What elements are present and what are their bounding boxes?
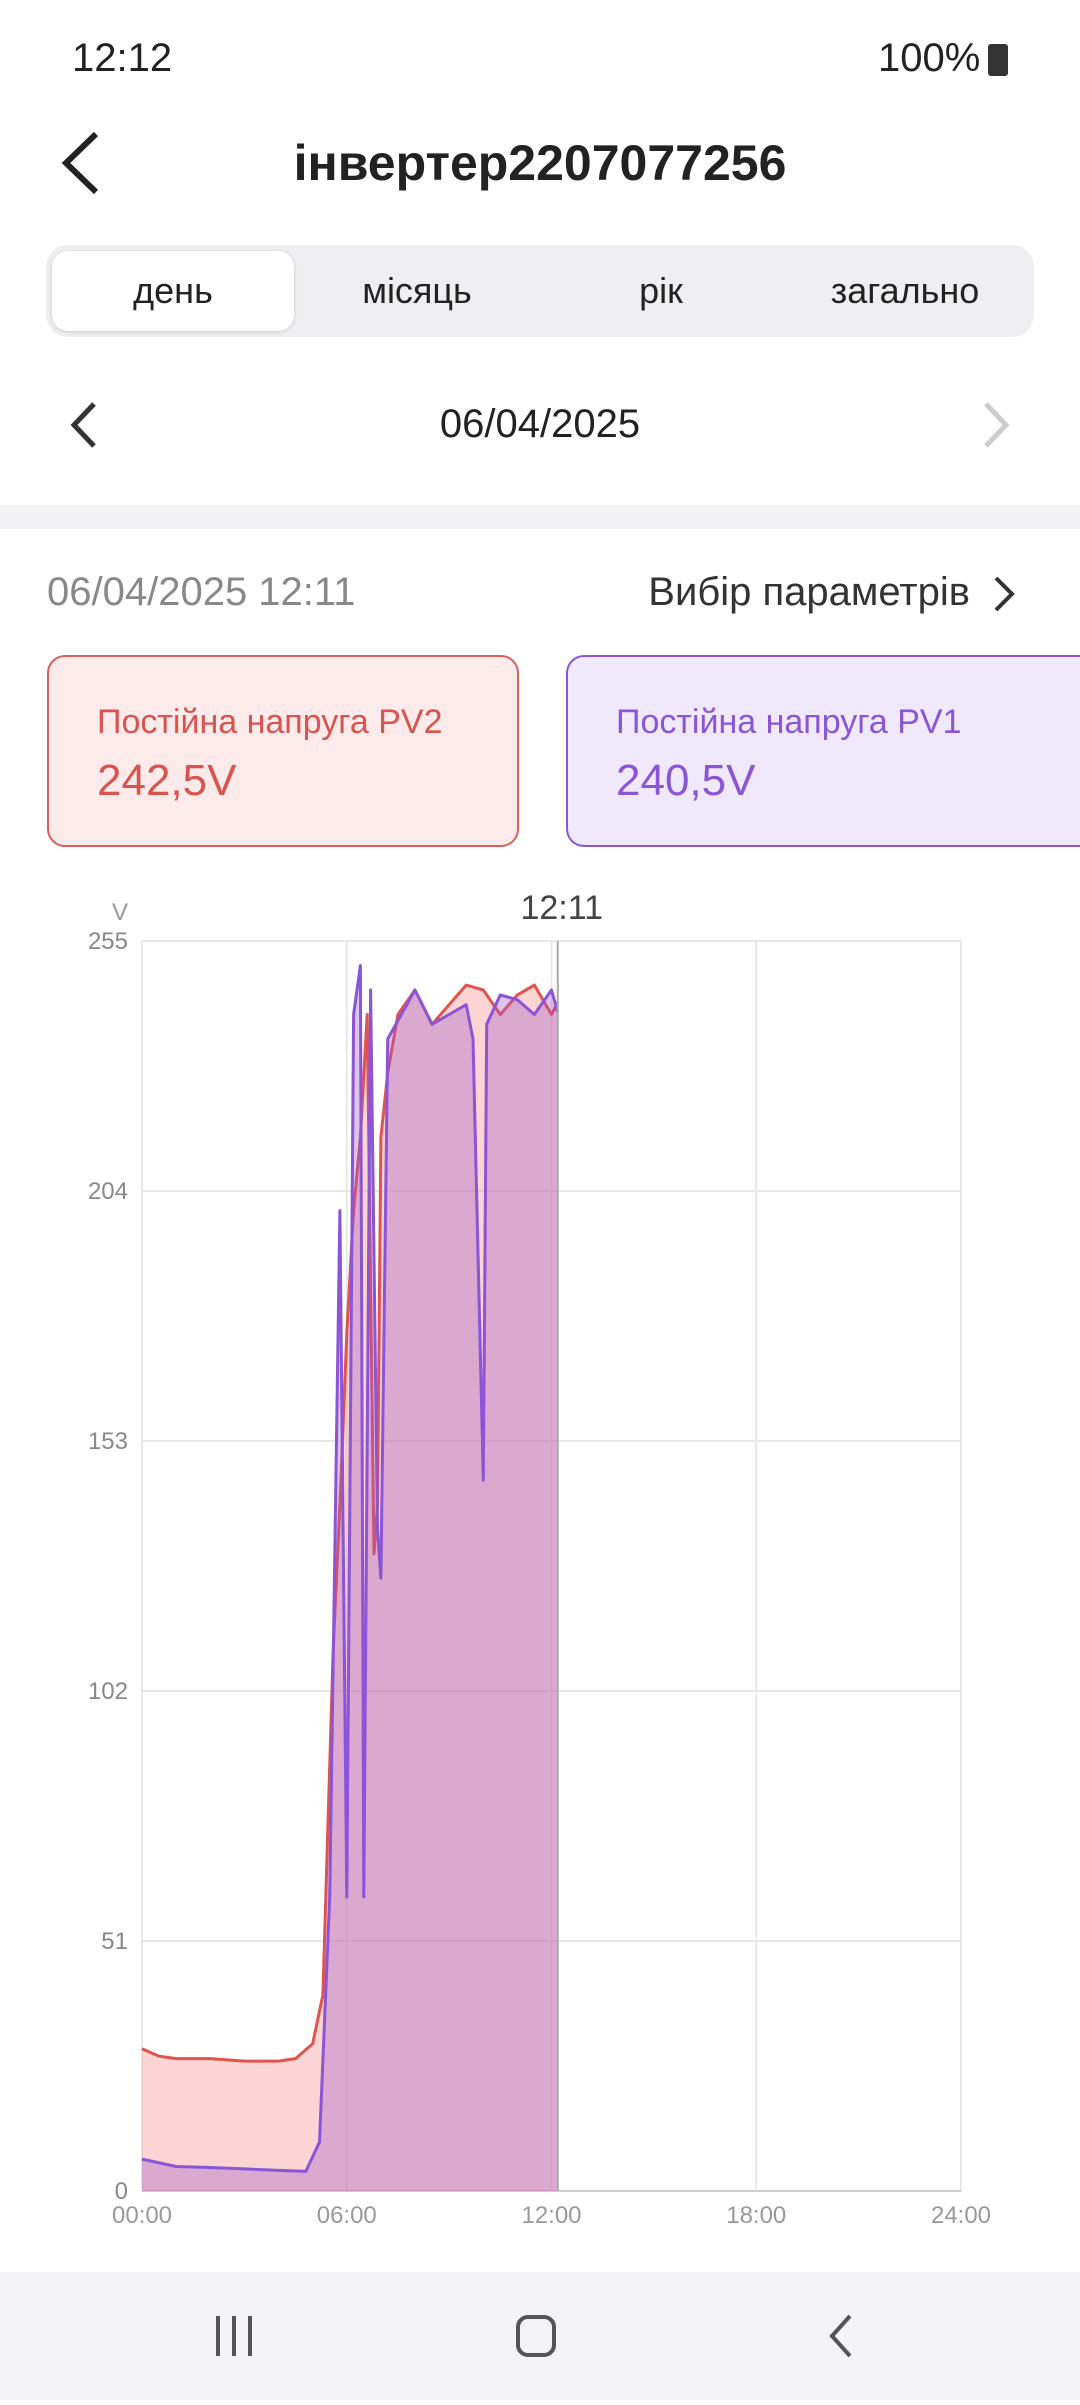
card: Постійна напруга PV1 240,5V <box>566 655 1080 847</box>
battery-icon <box>988 44 1008 76</box>
chart: V 0 51 102 153 204 255 00:00 06:00 12:00 18:00 24:0… <box>88 889 991 2229</box>
page-title: інвертер2207077256 <box>293 135 787 191</box>
x-tick-label: 18:00 <box>726 2202 786 2229</box>
x-tick-label: 00:00 <box>112 2202 172 2229</box>
card-value: 242,5V <box>97 756 237 805</box>
y-tick-label: 51 <box>101 1928 128 1955</box>
next-date[interactable] <box>976 400 1016 450</box>
x-tick-label: 24:00 <box>931 2202 991 2229</box>
y-tick-label: 255 <box>88 928 128 955</box>
date: 06/04/2025 <box>439 402 641 446</box>
card: Постійна напруга PV2 242,5V <box>47 655 519 847</box>
tab[interactable]: день <box>133 270 213 311</box>
y-tick-label: 204 <box>88 1178 128 1205</box>
tab-bar: день місяць рік загально <box>46 245 1034 337</box>
tab-selected-bg <box>52 251 294 331</box>
back-button[interactable] <box>56 128 106 198</box>
y-tick-label: 0 <box>115 2178 128 2205</box>
x-tick-label: 06:00 <box>317 2202 377 2229</box>
x-tick-label: 12:00 <box>521 2202 581 2229</box>
nav-bar <box>0 2272 1080 2400</box>
tab[interactable]: загально <box>830 270 980 311</box>
timestamp: 06/04/2025 12:11 <box>47 570 356 614</box>
y-tick-label: 153 <box>88 1428 128 1455</box>
line <box>141 983 559 2063</box>
params-link[interactable]: Вибір параметрів <box>648 570 970 614</box>
tab[interactable]: місяць <box>362 270 472 311</box>
status-time: 12:12 <box>72 36 173 80</box>
card-value: 240,5V <box>616 756 756 805</box>
cursor-label: 12:11 <box>520 889 603 927</box>
y-tick-label: 102 <box>88 1678 128 1705</box>
line <box>141 964 560 2173</box>
nav-icons <box>216 2314 852 2358</box>
tab[interactable]: рік <box>639 270 683 311</box>
card-label: Постійна напруга PV2 <box>97 703 443 741</box>
prev-date[interactable] <box>66 400 106 450</box>
params-arrow[interactable] <box>990 572 1020 616</box>
status-battery: 100% <box>878 36 981 80</box>
card-label: Постійна напруга PV1 <box>616 703 962 741</box>
separator <box>0 505 1080 529</box>
y-unit: V <box>112 899 128 926</box>
